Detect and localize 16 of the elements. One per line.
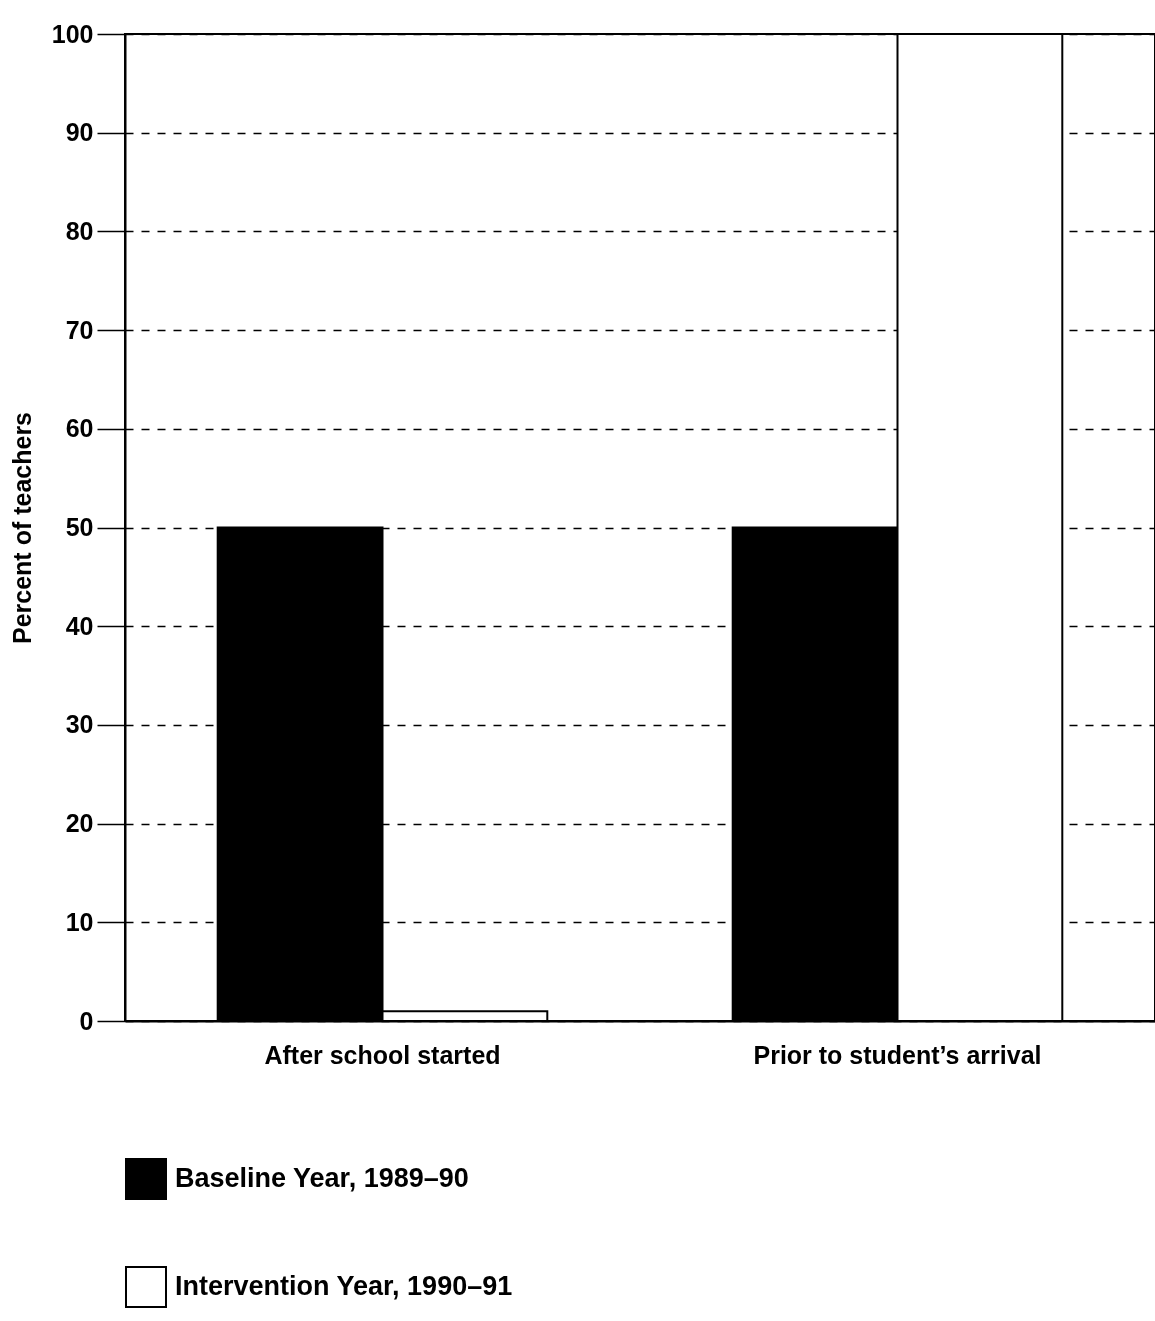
y-tick-label: 100 <box>51 19 94 48</box>
legend-label: Baseline Year, 1989–90 <box>175 1163 469 1193</box>
legend-label: Intervention Year, 1990–91 <box>175 1271 513 1301</box>
y-tick-label: 70 <box>65 315 94 344</box>
y-tick-label: 50 <box>65 513 94 541</box>
y-axis-title: Percent of teachers <box>7 411 36 645</box>
y-tick-label: 30 <box>65 710 94 739</box>
y-tick-label: 60 <box>65 414 94 443</box>
y-tick-label: 10 <box>65 907 94 936</box>
y-tick-label: 0 <box>79 1006 94 1035</box>
y-tick-label: 90 <box>65 118 94 147</box>
y-tick-label: 40 <box>65 611 94 640</box>
y-tick-label: 80 <box>65 216 94 245</box>
y-tick-label: 20 <box>65 809 94 838</box>
x-tick-label: After school started <box>264 1040 501 1069</box>
x-tick-label: Prior to student’s arrival <box>753 1040 1042 1069</box>
